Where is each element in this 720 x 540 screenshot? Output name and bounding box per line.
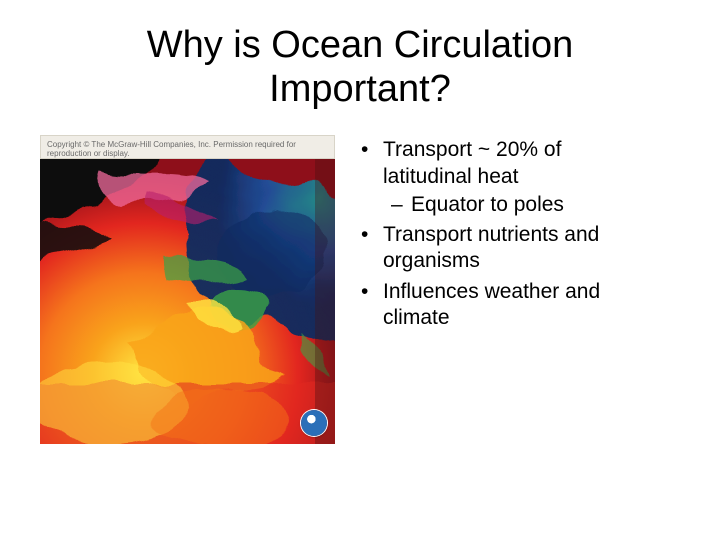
- thermal-map-image: [40, 159, 335, 444]
- bullet-2: Transport nutrients and organisms: [361, 222, 680, 275]
- bullet-2-line-1: Transport nutrients and: [383, 223, 599, 246]
- bullet-2-line-2: organisms: [383, 249, 480, 272]
- title-line-2: Important?: [269, 68, 451, 110]
- slide-title: Why is Ocean Circulation Important?: [40, 24, 680, 111]
- bullet-1-sub-1: Equator to poles: [391, 192, 680, 218]
- bullet-3-line-1: Influences weather and: [383, 280, 600, 303]
- content-row: Copyright © The McGraw-Hill Companies, I…: [40, 135, 680, 444]
- thermal-map-figure: Copyright © The McGraw-Hill Companies, I…: [40, 135, 335, 444]
- figure-column: Copyright © The McGraw-Hill Companies, I…: [40, 135, 335, 444]
- figure-copyright-text: Copyright © The McGraw-Hill Companies, I…: [47, 140, 296, 158]
- bullets-column: Transport ~ 20% of latitudinal heat Equa…: [355, 135, 680, 444]
- bullet-3: Influences weather and climate: [361, 279, 680, 332]
- bullet-1: Transport ~ 20% of latitudinal heat Equa…: [361, 137, 680, 218]
- bullet-list: Transport ~ 20% of latitudinal heat Equa…: [355, 137, 680, 331]
- title-line-1: Why is Ocean Circulation: [147, 24, 574, 66]
- bullet-1-sub-1-text: Equator to poles: [411, 193, 564, 216]
- bullet-1-line-2: latitudinal heat: [383, 165, 518, 188]
- slide: Why is Ocean Circulation Important? Copy…: [0, 0, 720, 540]
- bullet-1-line-1: Transport ~ 20% of: [383, 138, 561, 161]
- bullet-1-sublist: Equator to poles: [383, 192, 680, 218]
- figure-copyright-bar: Copyright © The McGraw-Hill Companies, I…: [40, 135, 335, 159]
- bullet-3-line-2: climate: [383, 306, 450, 329]
